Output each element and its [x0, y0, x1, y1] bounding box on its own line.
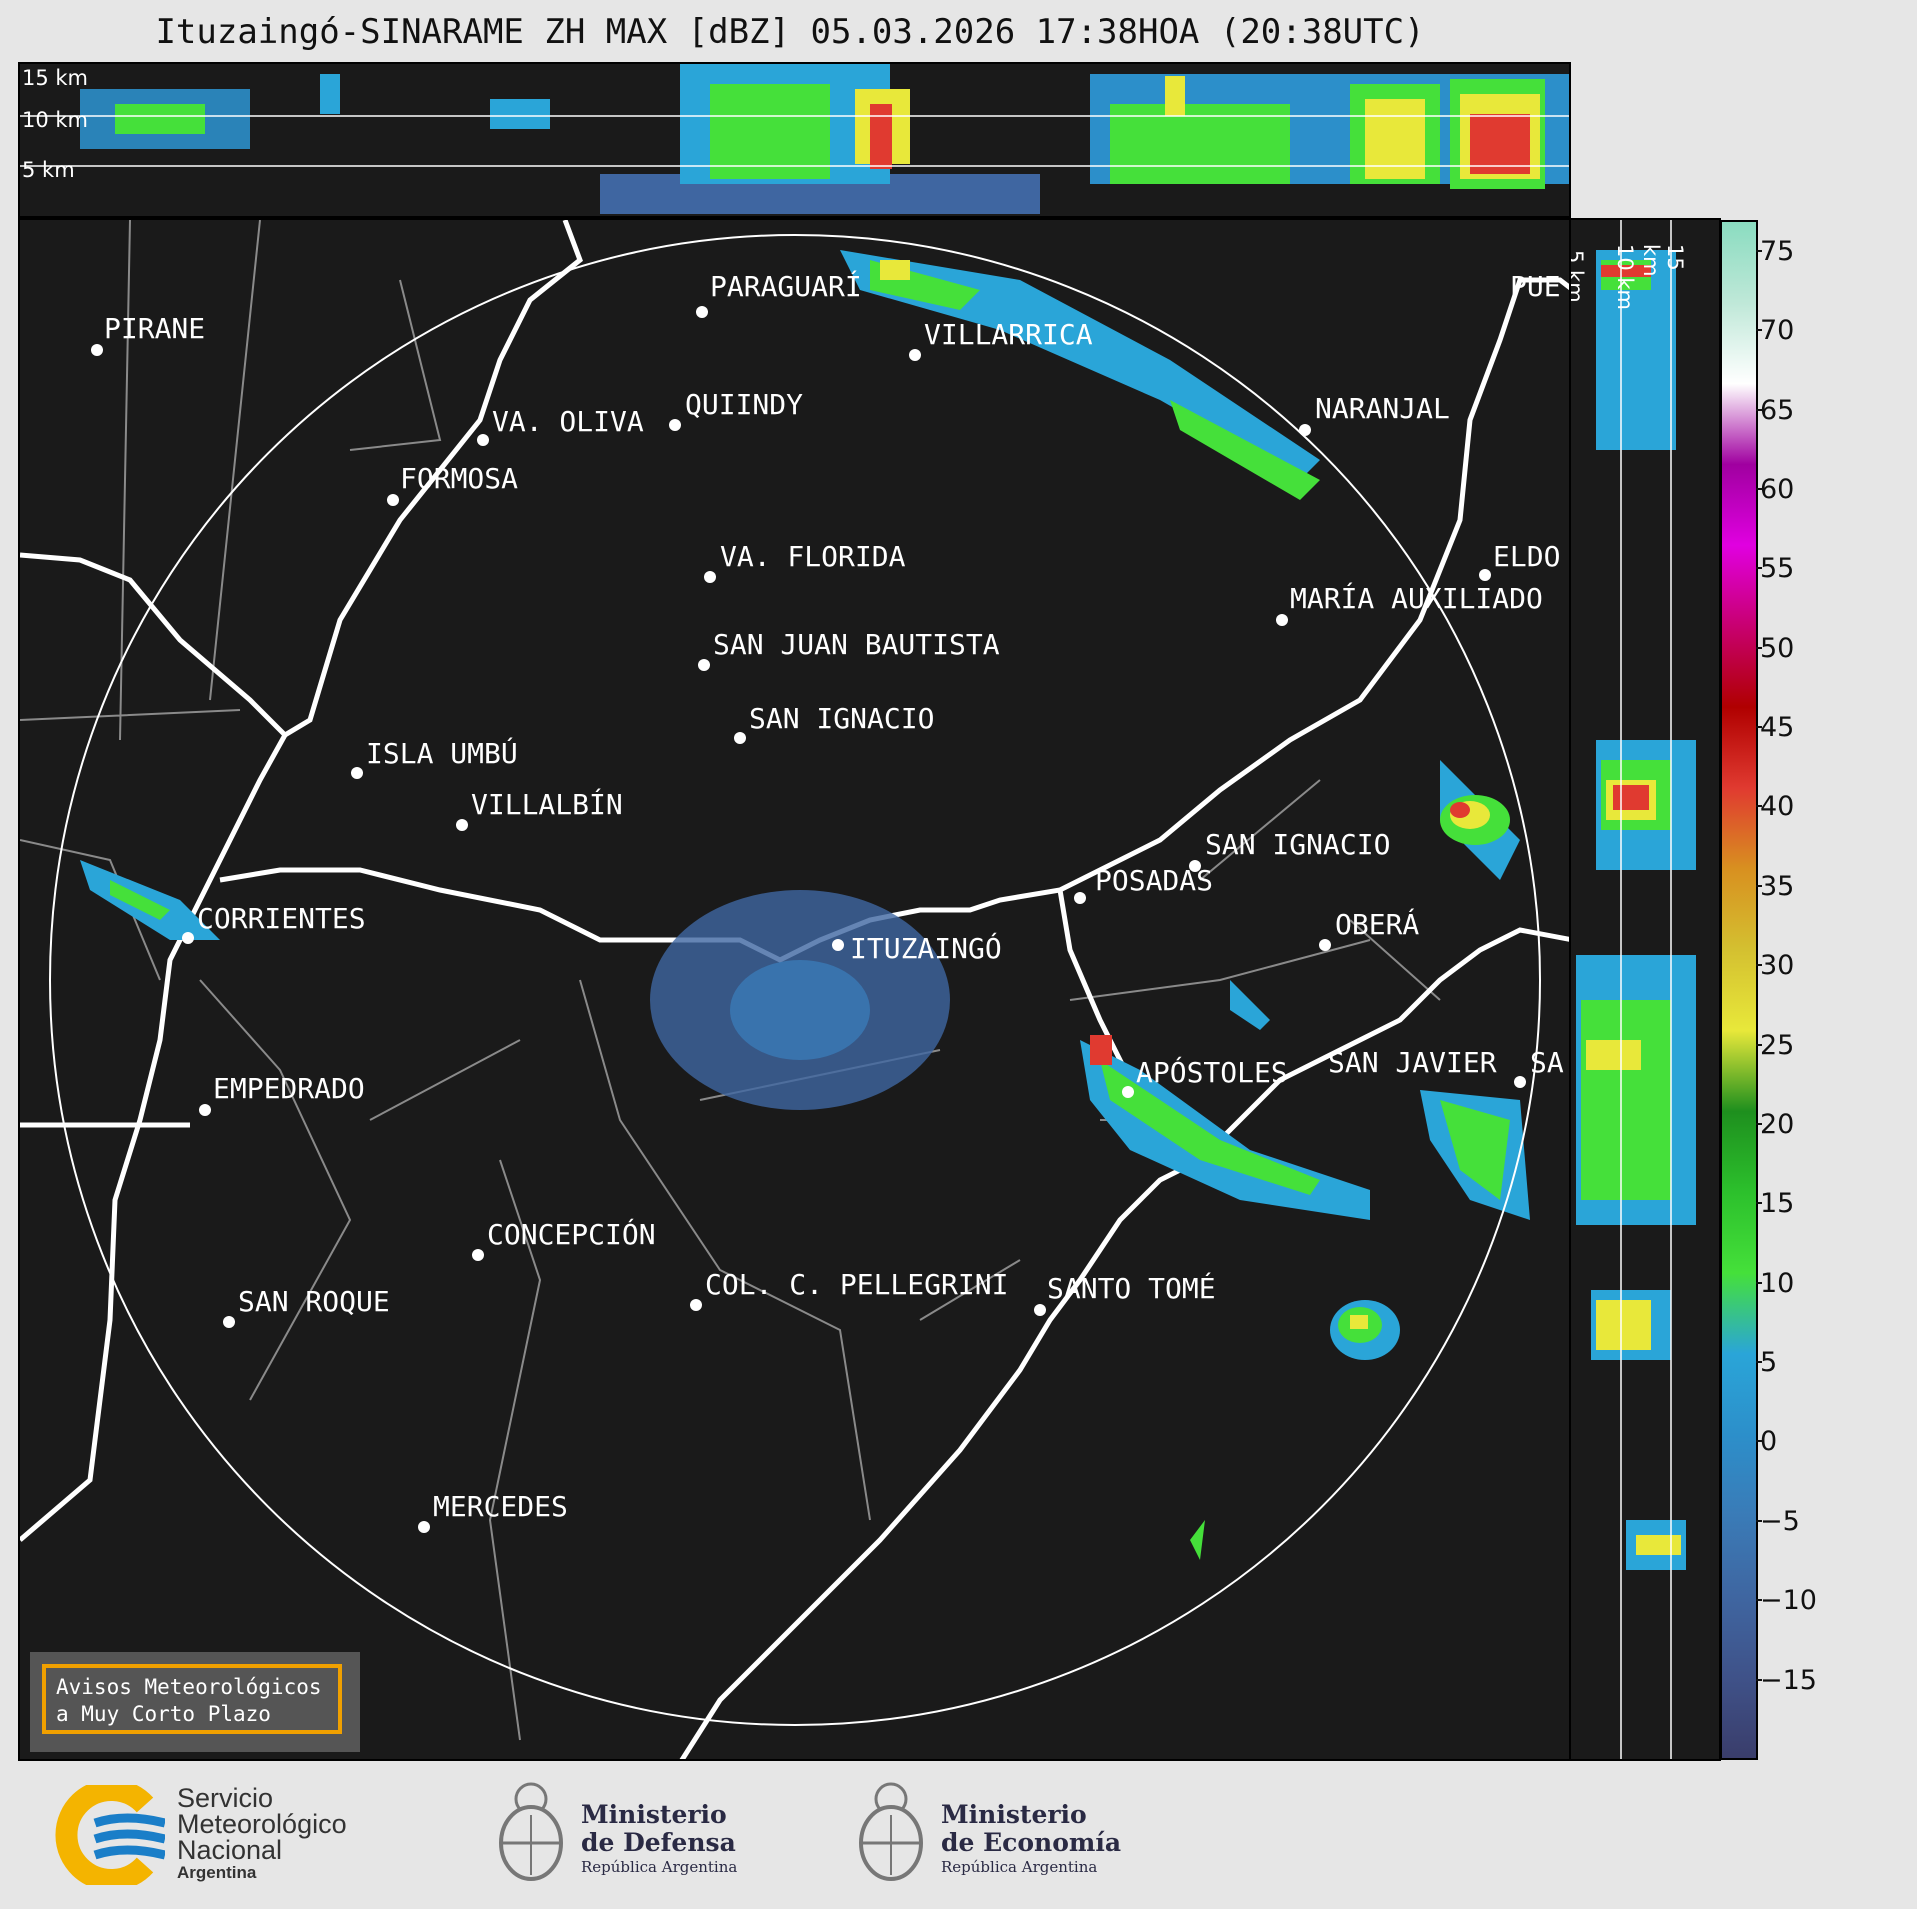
- side-echo-plot: [1576, 220, 1696, 1759]
- colorbar-tick: 10: [1755, 1267, 1795, 1299]
- city-label: VA. FLORIDA: [720, 540, 906, 573]
- city-label: MERCEDES: [433, 1490, 568, 1523]
- city-label: COL. C. PELLEGRINI: [705, 1268, 1009, 1301]
- defensa-line-2: de Defensa: [581, 1828, 736, 1857]
- defensa-logo: Ministerio de Defensa República Argentin…: [495, 1775, 755, 1895]
- smn-line-3: Nacional: [177, 1835, 283, 1865]
- city-label: MARÍA AUXILIADO: [1290, 582, 1543, 615]
- radar-echoes: [80, 250, 1530, 1560]
- city-label: SAN IGNACIO: [749, 702, 935, 735]
- side-cross-section: 5 km 10 km 15 km: [1569, 218, 1721, 1761]
- colorbar-tick: 15: [1755, 1188, 1795, 1220]
- economia-line-1: Ministerio: [941, 1800, 1087, 1829]
- city-label: VA. OLIVA: [492, 405, 644, 438]
- economia-line-2: de Economía: [941, 1828, 1122, 1857]
- coat-of-arms-icon: [859, 1782, 923, 1881]
- city-label: VILLALBÍN: [471, 788, 623, 821]
- colorbar-tick: 20: [1755, 1108, 1795, 1140]
- city-label: SAN JUAN BAUTISTA: [713, 628, 1000, 661]
- defensa-line-1: Ministerio: [581, 1800, 727, 1829]
- city-label: QUIINDY: [685, 388, 804, 421]
- smn-line-2: Meteorológico: [177, 1809, 347, 1839]
- city-label: VILLARRICA: [924, 318, 1093, 351]
- warning-legend: Avisos Meteorológicos a Muy Corto Plazo: [30, 1652, 360, 1752]
- top-label-10km: 10 km: [22, 108, 89, 132]
- city-label: SAN JAVIER: [1328, 1046, 1497, 1079]
- colorbar-tick: 45: [1755, 712, 1795, 744]
- colorbar-tick: 5: [1755, 1347, 1778, 1379]
- city-markers: [91, 306, 1526, 1533]
- map-title: Ituzaingó-SINARAME ZH MAX [dBZ] 05.03.20…: [155, 12, 1425, 52]
- colorbar-tick: 55: [1755, 553, 1795, 585]
- city-label: APÓSTOLES: [1136, 1056, 1288, 1089]
- city-label: PUE: [1510, 270, 1561, 303]
- side-label-15km: 15 km: [1639, 244, 1687, 277]
- smn-line-4: Argentina: [177, 1863, 257, 1882]
- top-cross-section: 15 km 10 km 5 km: [18, 62, 1571, 218]
- colorbar-tick: −15: [1756, 1664, 1817, 1696]
- colorbar-tick: 75: [1755, 235, 1795, 267]
- dbz-colorbar: [1720, 220, 1758, 1760]
- city-label: CORRIENTES: [197, 902, 366, 935]
- city-label: EMPEDRADO: [213, 1072, 365, 1105]
- economia-logo: Ministerio de Economía República Argenti…: [855, 1775, 1135, 1895]
- smn-logo-icon: [55, 1785, 165, 1885]
- colorbar-tick: −10: [1756, 1585, 1817, 1617]
- warning-legend-frame: Avisos Meteorológicos a Muy Corto Plazo: [42, 1664, 342, 1734]
- radar-map: PIRANE PARAGUARÍ VILLARRICA PUE VA. OLIV…: [18, 218, 1571, 1761]
- colorbar-tick: 25: [1755, 1029, 1795, 1061]
- colorbar-tick: 65: [1755, 394, 1795, 426]
- city-label: SA: [1530, 1046, 1564, 1079]
- city-label: FORMOSA: [400, 462, 519, 495]
- top-echo-plot: [20, 64, 1569, 214]
- top-echoes: [80, 64, 1569, 214]
- colorbar-tick: 50: [1755, 632, 1795, 664]
- economia-line-3: República Argentina: [941, 1858, 1098, 1876]
- smn-line-1: Servicio: [177, 1783, 274, 1813]
- top-label-15km: 15 km: [22, 66, 89, 90]
- city-label: ISLA UMBÚ: [366, 737, 518, 770]
- city-label: SAN ROQUE: [238, 1285, 390, 1318]
- city-label: NARANJAL: [1315, 392, 1450, 425]
- colorbar-tick: 40: [1755, 791, 1795, 823]
- colorbar-tick: 70: [1755, 315, 1795, 347]
- side-echoes: [1576, 250, 1696, 1570]
- city-label: SANTO TOMÉ: [1047, 1272, 1216, 1305]
- colorbar-tick: 35: [1755, 870, 1795, 902]
- coat-of-arms-icon: [499, 1782, 563, 1881]
- legend-line-2: a Muy Corto Plazo: [56, 1702, 271, 1726]
- map-canvas: [20, 220, 1569, 1759]
- city-label: OBERÁ: [1335, 908, 1420, 941]
- defensa-line-3: República Argentina: [581, 1858, 738, 1876]
- colorbar-tick: 0: [1755, 1426, 1778, 1458]
- city-label: ELDO: [1493, 540, 1561, 573]
- city-label: SAN IGNACIO: [1205, 828, 1391, 861]
- river-borders: [20, 220, 1569, 1759]
- legend-line-1: Avisos Meteorológicos: [56, 1675, 322, 1699]
- city-label: ITUZAINGÓ: [850, 932, 1002, 965]
- city-label: PIRANE: [104, 312, 206, 345]
- side-label-5km: 5 km: [1569, 250, 1587, 303]
- colorbar-tick: −5: [1756, 1505, 1800, 1537]
- range-ring: [49, 234, 1541, 1726]
- colorbar-tick: 30: [1755, 950, 1795, 982]
- city-label: PARAGUARÍ: [710, 270, 862, 303]
- city-label: CONCEPCIÓN: [487, 1218, 656, 1251]
- side-label-10km: 10 km: [1613, 244, 1637, 311]
- city-label: POSADAS: [1095, 864, 1214, 897]
- smn-logo: Servicio Meteorológico Nacional Argentin…: [55, 1785, 395, 1885]
- colorbar-tick: 60: [1755, 473, 1795, 505]
- top-label-5km: 5 km: [22, 158, 75, 182]
